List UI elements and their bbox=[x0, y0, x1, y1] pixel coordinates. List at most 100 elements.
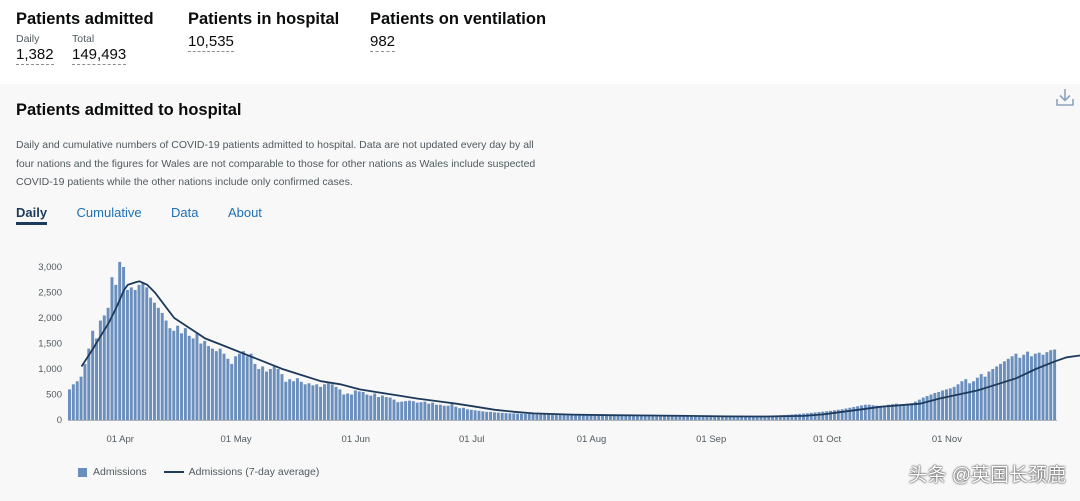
admissions-bar bbox=[419, 402, 423, 420]
admissions-bar bbox=[458, 408, 462, 420]
admissions-bar bbox=[407, 400, 411, 420]
admissions-bar bbox=[867, 404, 871, 420]
admissions-bar bbox=[125, 289, 129, 420]
tab-cumulative[interactable]: Cumulative bbox=[76, 205, 142, 220]
admissions-bar bbox=[643, 416, 647, 420]
admissions-bar bbox=[771, 415, 775, 420]
admissions-bar bbox=[500, 412, 504, 420]
admissions-bar bbox=[141, 282, 145, 420]
admissions-bar bbox=[952, 386, 956, 420]
admissions-bar bbox=[597, 415, 601, 420]
admissions-bar bbox=[319, 386, 323, 420]
admissions-bar bbox=[589, 415, 593, 420]
x-tick-label: 01 Aug bbox=[577, 434, 607, 445]
metric-daily-value[interactable]: 1,382 bbox=[16, 46, 54, 65]
admissions-bar bbox=[689, 416, 693, 420]
admissions-bar bbox=[326, 383, 330, 420]
admissions-bar bbox=[523, 413, 527, 420]
admissions-bar bbox=[357, 391, 361, 420]
metric-patients-admitted: Patients admitted Daily 1,382 Total 149,… bbox=[16, 10, 154, 65]
admissions-bar bbox=[662, 416, 666, 420]
admissions-bar bbox=[450, 404, 454, 420]
admissions-bar bbox=[431, 402, 435, 420]
admissions-bar bbox=[261, 366, 265, 420]
admissions-bar bbox=[334, 386, 338, 420]
legend-item-admissions: Admissions bbox=[78, 466, 147, 478]
admissions-bar bbox=[852, 407, 856, 420]
admissions-bar bbox=[311, 385, 315, 420]
admissions-bar bbox=[674, 416, 678, 420]
tab-about[interactable]: About bbox=[227, 205, 262, 220]
metric-hospital-value[interactable]: 10,535 bbox=[188, 33, 234, 52]
admissions-bar bbox=[83, 363, 87, 420]
admissions-bar bbox=[848, 407, 852, 420]
x-tick-label: 01 May bbox=[221, 434, 252, 445]
admissions-bar bbox=[836, 409, 840, 420]
admissions-bar bbox=[782, 415, 786, 420]
admissions-bar bbox=[114, 284, 118, 420]
admissions-bar bbox=[180, 333, 183, 420]
admissions-bar bbox=[883, 405, 887, 420]
admissions-bar bbox=[608, 415, 612, 420]
metric-total-value[interactable]: 149,493 bbox=[72, 46, 127, 65]
admissions-bar bbox=[666, 416, 670, 420]
y-axis: 0 500 1,000 1,500 2,000 2,500 3,000 bbox=[38, 262, 62, 426]
metric-title: Patients in hospital bbox=[188, 10, 340, 28]
metric-daily: Daily 1,382 bbox=[16, 29, 54, 65]
admissions-bar bbox=[210, 348, 214, 420]
admissions-bar bbox=[172, 330, 176, 420]
card-description: Daily and cumulative numbers of COVID-19… bbox=[16, 139, 536, 188]
chart-tabs: Daily Cumulative Data About bbox=[16, 204, 287, 225]
admissions-bar bbox=[790, 414, 794, 420]
admissions-bar bbox=[485, 411, 489, 420]
admissions-bar bbox=[377, 397, 381, 420]
y-tick-label: 0 bbox=[57, 415, 62, 426]
admissions-bar bbox=[547, 414, 551, 420]
admissions-bar bbox=[322, 384, 326, 420]
admissions-bar bbox=[199, 343, 203, 420]
x-tick-label: 01 Oct bbox=[813, 434, 841, 445]
admissions-bar bbox=[1029, 356, 1033, 420]
admissions-bar bbox=[164, 320, 168, 420]
admissions-bar bbox=[917, 399, 921, 420]
admissions-bar bbox=[736, 416, 740, 420]
admissions-bar bbox=[388, 397, 392, 420]
admissions-bar bbox=[581, 415, 585, 420]
admissions-bar bbox=[222, 353, 226, 420]
admissions-bar bbox=[427, 403, 431, 420]
download-icon[interactable] bbox=[1054, 86, 1076, 108]
admissions-bar bbox=[272, 366, 276, 420]
admissions-bar bbox=[832, 410, 836, 420]
admissions-bar bbox=[890, 404, 894, 420]
admissions-bar bbox=[856, 406, 860, 420]
admissions-bar bbox=[249, 353, 253, 420]
admissions-bar bbox=[102, 315, 106, 420]
admissions-bar bbox=[906, 403, 910, 420]
admissions-bar bbox=[288, 379, 292, 420]
y-tick-label: 3,000 bbox=[38, 262, 62, 273]
tab-data[interactable]: Data bbox=[171, 205, 199, 220]
admissions-bar bbox=[863, 404, 867, 420]
admissions-bar bbox=[527, 413, 531, 420]
metric-ventilation-value[interactable]: 982 bbox=[370, 33, 396, 52]
admissions-bar bbox=[755, 416, 759, 420]
admissions-bar bbox=[396, 402, 400, 420]
admissions-bar bbox=[678, 416, 682, 420]
tab-daily[interactable]: Daily bbox=[16, 205, 48, 225]
admissions-bar bbox=[593, 415, 597, 420]
admissions-bar bbox=[98, 320, 102, 420]
admissions-bar bbox=[859, 405, 863, 420]
admissions-bar bbox=[763, 415, 767, 420]
admissions-bar bbox=[168, 328, 172, 420]
admissions-bar bbox=[129, 287, 133, 420]
admissions-bar bbox=[539, 414, 543, 420]
admissions-bar bbox=[1018, 357, 1022, 420]
admissions-bar bbox=[798, 413, 802, 420]
admissions-bar bbox=[195, 333, 199, 420]
x-tick-label: 01 Apr bbox=[106, 434, 133, 445]
legend-swatch-line bbox=[163, 471, 184, 474]
admissions-bar bbox=[338, 389, 342, 420]
admissions-bar bbox=[925, 396, 929, 420]
admissions-bar bbox=[941, 390, 945, 420]
admissions-bar bbox=[829, 410, 833, 420]
